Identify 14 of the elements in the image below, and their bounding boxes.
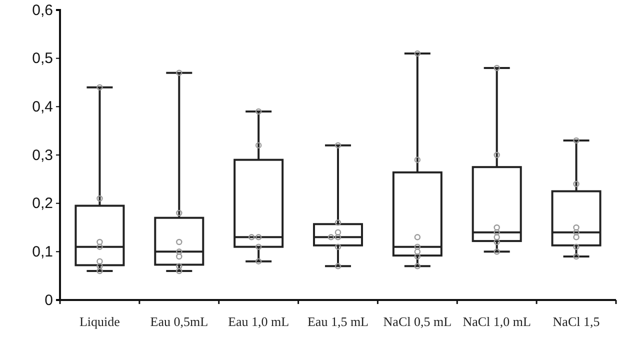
y-tick-label: 0,3 — [32, 146, 53, 164]
x-tick-label: NaCl 1,0 mL — [462, 314, 532, 329]
y-tick-label: 0,5 — [32, 50, 53, 68]
y-tick-label: 0,2 — [32, 195, 53, 212]
x-tick-label: Eau 1,0 mL — [228, 314, 290, 329]
y-tick-label: 0,6 — [32, 2, 53, 19]
y-tick-label: 0,4 — [32, 98, 53, 116]
x-tick-label: Eau 0,5mL — [150, 314, 208, 329]
y-tick-label: 0,1 — [32, 243, 53, 260]
x-tick-label: Liquide — [79, 314, 120, 329]
x-tick-label: NaCl 0,5 mL — [383, 314, 452, 329]
x-tick-label: NaCl 1,5 — [552, 314, 600, 329]
x-tick-label: Eau 1,5 mL — [307, 314, 369, 329]
y-tick-label: 0 — [44, 292, 53, 309]
